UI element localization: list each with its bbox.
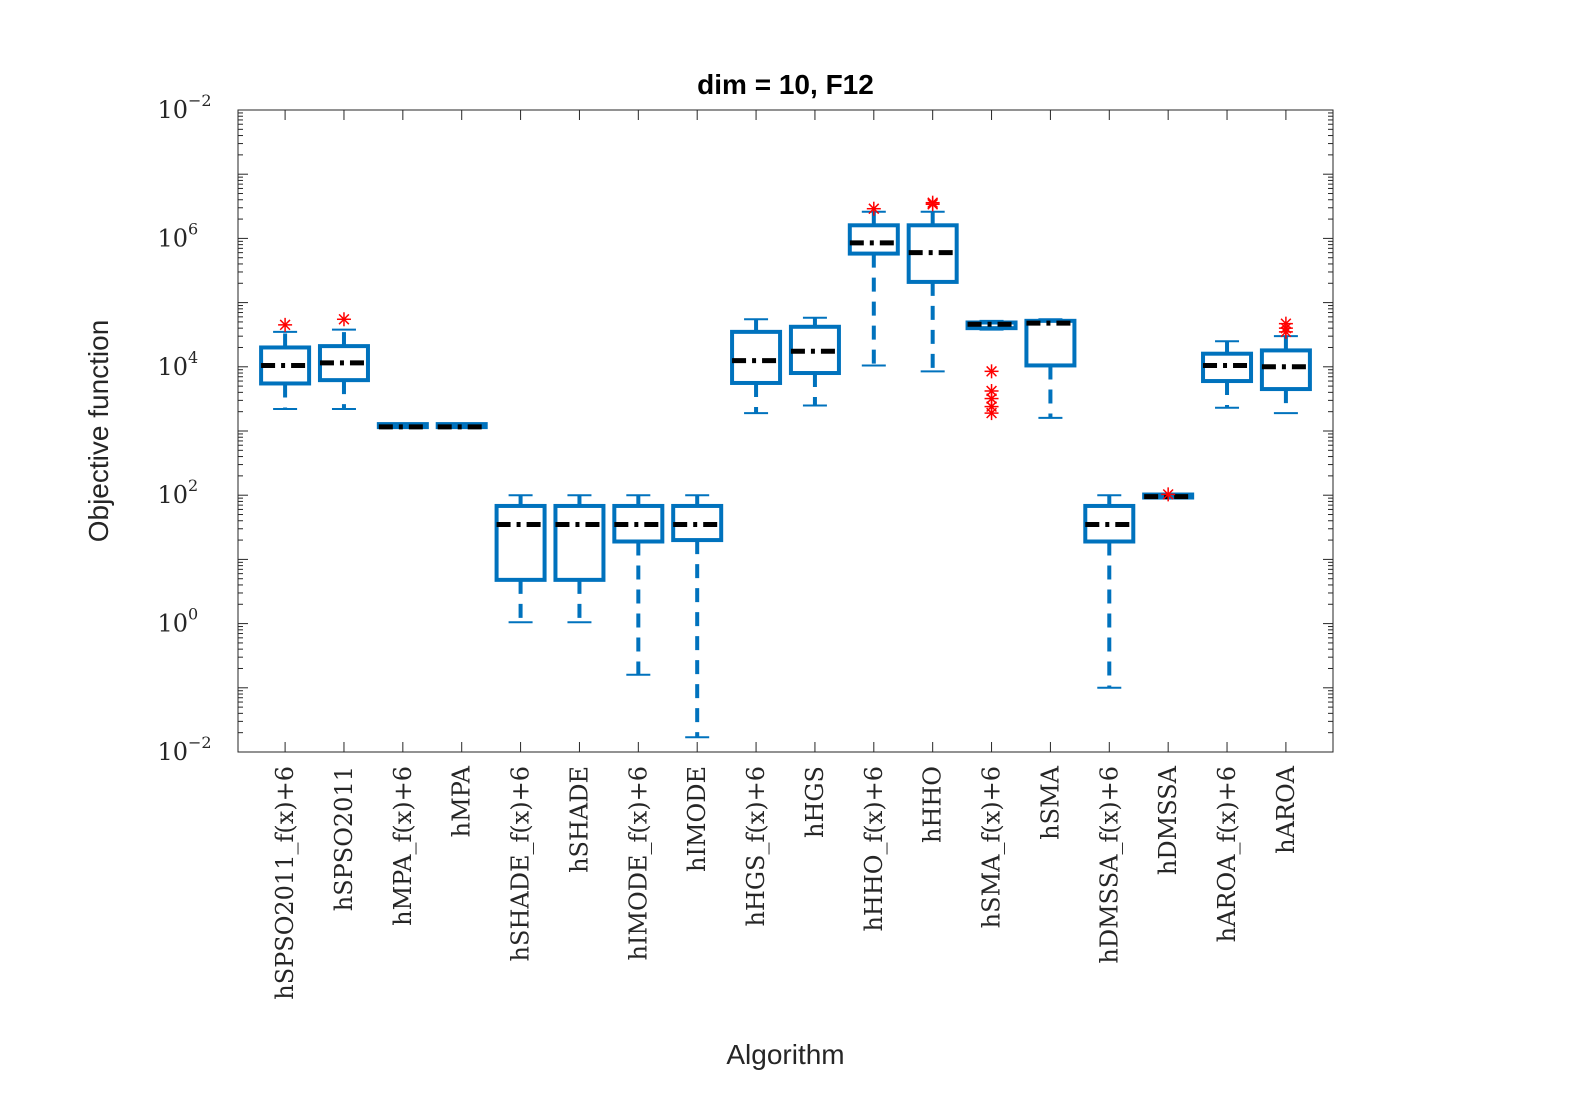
y-tick-base: 10 [157,353,188,381]
x-tick-label: hAROA_f(x)+6 [1213,766,1241,942]
y-tick-label: 10 0 [157,605,198,638]
box-hSPSO2011_f(x)+6 [259,317,312,411]
y-axis-label: Objective function [83,320,114,543]
y-tick-base: 10 [157,481,188,509]
x-tick-label: hMPA_f(x)+6 [389,766,417,926]
box-hMPA [435,422,488,430]
outlier-stroke [986,407,997,419]
outlier-marker [278,317,293,332]
x-tick-label: hHGS [801,766,829,838]
x-tick-label: hIMODE_f(x)+6 [624,766,652,960]
box-hSPSO2011 [317,312,370,411]
box-hSMA_f(x)+6 [965,319,1018,421]
axes-frame [237,109,1334,753]
box-hSHADE_f(x)+6 [494,494,547,624]
x-tick-label: hMPA [448,765,476,837]
y-tick-label: 10 4 [157,348,198,381]
x-tick-label: hSPSO2011_f(x)+6 [271,766,299,1000]
box-iqr [494,503,547,582]
outlier-stroke [1280,318,1292,330]
minor-ticks [238,110,1333,753]
outlier-marker [1161,487,1176,502]
x-tick-label: hAROA [1272,765,1300,854]
x-axis-label: Algorithm [726,1039,844,1070]
y-tick-label: 10 −2 [157,91,211,124]
y-tick-label: 10 2 [157,476,198,509]
y-tick-exponent: 2 [188,476,198,495]
box-hDMSSA [1142,487,1195,502]
x-tick-label: hDMSSA_f(x)+6 [1095,766,1123,964]
x-tick-label: hSHADE_f(x)+6 [507,766,535,961]
outlier-marker [1278,316,1293,331]
box-hIMODE_f(x)+6 [612,494,665,676]
y-tick-exponent: 0 [188,605,198,624]
outlier-stroke [1162,488,1174,500]
outlier-marker [984,406,999,421]
outlier-stroke [279,319,291,331]
box-hIMODE [671,494,724,739]
box-iqr [730,329,783,385]
boxes [259,195,1312,739]
box-iqr [847,223,900,256]
outlier-stroke [927,197,939,209]
y-tick-base: 10 [157,738,188,766]
box-hDMSSA_f(x)+6 [1083,494,1136,689]
box-hHHO [906,195,959,373]
y-tick-base: 10 [157,610,188,638]
x-tick-label: hSPSO2011 [330,766,358,911]
chart-title: dim = 10, F12 [697,69,874,100]
box-hAROA_f(x)+6 [1201,340,1254,409]
box-hHGS_f(x)+6 [730,318,783,415]
box-hHGS [788,316,841,407]
y-tick-base: 10 [157,96,188,124]
outlier-marker [336,312,351,327]
y-tick-labels: 10 −210 010 210 410 610 −2 [157,91,211,766]
x-tick-label: hSMA [1036,765,1064,839]
box-hMPA_f(x)+6 [376,422,429,430]
outlier-marker [866,201,881,216]
y-tick-label: 10 6 [157,219,198,252]
y-tick-exponent: −2 [188,733,212,752]
x-tick-label: hHHO_f(x)+6 [860,766,888,932]
y-tick-exponent: 6 [188,219,198,238]
y-tick-exponent: 4 [188,348,198,367]
outlier-marker [984,364,999,379]
outlier-stroke [986,365,997,377]
outlier-marker [925,195,940,210]
outlier-stroke [868,203,880,215]
x-tick-label: hHGS_f(x)+6 [742,766,770,927]
x-tick-label: hIMODE [683,766,711,872]
x-tick-label: hDMSSA [1154,765,1182,875]
y-tick-base: 10 [157,224,188,252]
box-iqr [1259,348,1312,392]
x-tick-label: hHHO [919,766,947,843]
outlier-stroke [986,393,997,404]
box-hAROA [1259,316,1312,415]
box-iqr [553,503,606,582]
box-hSMA [1024,318,1077,419]
box-hSHADE [553,494,606,624]
box-hHHO_f(x)+6 [847,201,900,367]
y-tick-label: 10 −2 [157,733,211,766]
x-tick-label: hSMA_f(x)+6 [978,766,1006,928]
x-tick-label: hSHADE [565,766,593,873]
x-tick-labels: hSPSO2011_f(x)+6 hSPSO2011 hMPA_f(x)+6 hMPA… [271,765,1300,999]
outlier-stroke [338,313,350,325]
plot-area [238,110,1333,752]
y-tick-exponent: −2 [188,91,212,110]
